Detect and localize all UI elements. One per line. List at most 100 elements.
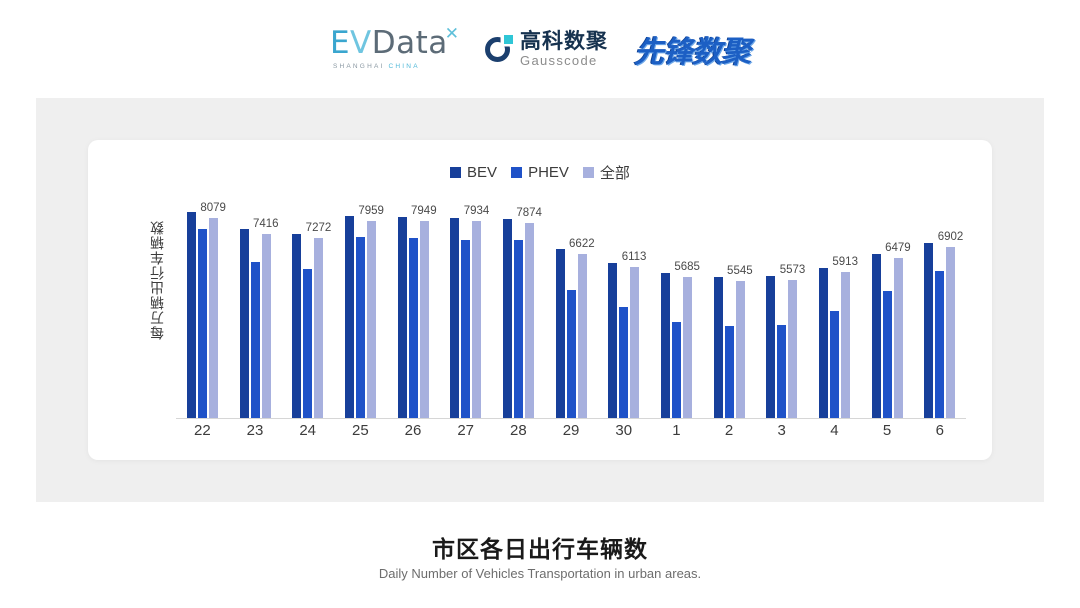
bar-bev[interactable] [344,216,354,418]
x-axis-ticks: 22 23 24 25 26 27 28 29 30 1 2 3 4 5 6 [176,422,966,452]
x-axis-tick: 3 [777,422,786,439]
bar-全部[interactable] [524,222,534,418]
bar-phev[interactable] [408,237,418,418]
evdata-letter-v: V [350,25,372,61]
bar-phev[interactable] [303,269,313,418]
x-axis-tick: 6 [935,422,944,439]
bar-全部[interactable] [208,217,218,418]
bar-bev[interactable] [818,267,828,418]
gausscode-ring-shape [485,37,511,62]
bar-bev[interactable] [397,216,407,418]
bar-全部[interactable] [840,271,850,418]
bar-全部[interactable] [630,266,640,418]
bar-phev[interactable] [355,237,365,418]
bar-group: 7949 [387,200,440,418]
bar-phev[interactable] [882,290,892,418]
bar-groups: 8079 7416 7272 7959 7949 7934 7874 6622 6113 5685… [176,200,966,418]
bar-phev[interactable] [671,322,681,418]
bar-bev[interactable] [186,212,196,418]
bar-phev[interactable] [461,239,471,418]
bar-全部[interactable] [419,221,429,418]
x-axis-tick: 4 [830,422,839,439]
legend-item-bev[interactable]: BEV [450,164,497,181]
bar-group: 6113 [597,200,650,418]
bar-value-label: 6902 [937,231,964,244]
x-axis-tick: 1 [672,422,681,439]
bar-phev[interactable] [250,262,260,418]
bar-group: 6622 [545,200,598,418]
bar-全部[interactable] [735,280,745,418]
bar-phev[interactable] [619,307,629,418]
x-axis-tick: 29 [562,422,580,439]
bar-value-label: 5573 [779,263,806,276]
bar-phev[interactable] [829,310,839,418]
evdata-logo: E V Data ✕ SHANGHAI CHINA [329,25,459,70]
evdata-letter-e: E [329,25,351,61]
bar-value-label: 7949 [411,205,437,218]
x-axis-tick: 26 [404,422,422,439]
gausscode-name-cn: 高科数聚 [520,29,609,53]
bar-group: 7272 [281,200,334,418]
bar-bev[interactable] [766,276,776,418]
bar-全部[interactable] [366,220,376,418]
bar-全部[interactable] [261,234,271,418]
y-axis-label: 每万辆出行车辆数 [150,220,166,340]
xianfeng-logo: 先锋数聚 [634,35,751,70]
bar-value-label: 7874 [516,206,542,219]
bar-bev[interactable] [924,242,934,418]
bar-全部[interactable] [946,247,956,418]
bar-value-label: 6113 [621,250,647,263]
x-axis-tick: 5 [882,422,892,439]
x-axis-tick: 24 [299,422,317,439]
bar-value-label: 6622 [569,237,595,250]
evdata-tagline-country: CHINA [388,63,420,70]
bar-value-label: 5913 [832,255,858,268]
bar-group: 7416 [229,200,282,418]
bar-value-label: 7959 [358,204,384,217]
x-axis-line [176,418,966,419]
bar-bev[interactable] [239,229,249,418]
bar-phev[interactable] [724,326,734,418]
bar-group: 7874 [492,200,545,418]
bar-group: 8079 [176,200,229,418]
bar-全部[interactable] [682,277,692,418]
bar-value-label: 5545 [727,264,753,277]
bar-全部[interactable] [577,253,587,418]
bar-全部[interactable] [472,221,482,418]
bar-全部[interactable] [893,257,903,418]
bar-value-label: 8079 [200,201,226,214]
bar-phev[interactable] [935,271,945,418]
bar-bev[interactable] [660,273,670,418]
bar-bev[interactable] [608,262,618,418]
bar-group: 5913 [808,200,861,418]
bar-value-label: 7272 [305,221,332,234]
gausscode-logo: 高科数聚 Gausscode [485,31,608,67]
bar-全部[interactable] [314,237,324,418]
plot-area: 8079 7416 7272 7959 7949 7934 7874 6622 6113 5685… [176,200,966,418]
legend-swatch-phev [511,167,523,178]
bar-全部[interactable] [788,279,798,418]
x-axis-tick: 28 [510,422,527,439]
bar-bev[interactable] [871,253,881,418]
bar-bev[interactable] [713,277,723,418]
bar-group: 6479 [861,200,914,418]
bar-phev[interactable] [566,290,576,418]
bar-bev[interactable] [502,219,512,418]
chart-card: BEV PHEV 全部 每万辆出行车辆数 8079 7416 7272 7959 794… [88,140,992,460]
bar-bev[interactable] [555,248,565,418]
evdata-wordmark: E V Data ✕ [329,25,459,61]
bar-group: 7959 [334,200,387,418]
bar-bev[interactable] [450,217,460,418]
bar-phev[interactable] [777,324,787,418]
legend-item-phev[interactable]: PHEV [511,164,569,181]
evdata-word-data: Data [371,25,448,61]
bar-phev[interactable] [197,228,207,418]
x-axis-tick: 2 [724,422,734,439]
x-axis-tick: 22 [193,422,211,439]
legend-item-total[interactable]: 全部 [582,162,630,183]
bar-phev[interactable] [513,240,523,418]
gausscode-wordmark: 高科数聚 Gausscode [520,29,609,68]
bar-group: 5685 [650,200,703,418]
bar-bev[interactable] [292,234,302,418]
